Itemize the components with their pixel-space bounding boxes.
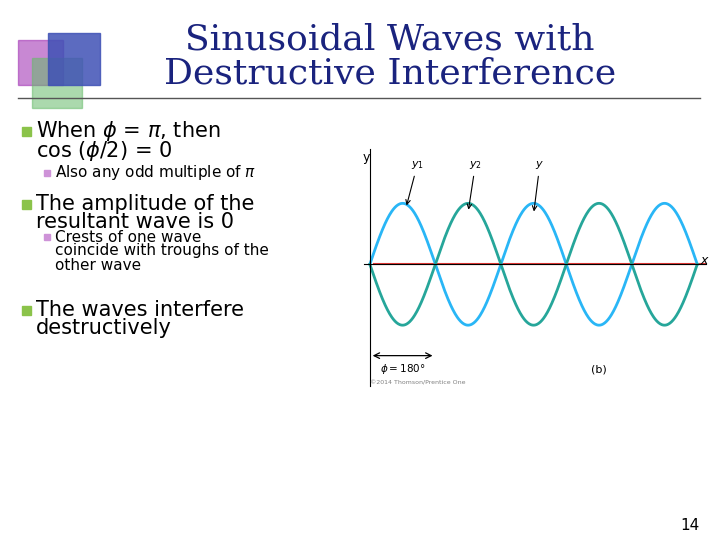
Text: (b): (b) — [591, 364, 607, 374]
Text: resultant wave is 0: resultant wave is 0 — [36, 212, 234, 232]
Text: cos ($\phi$/2) = 0: cos ($\phi$/2) = 0 — [36, 139, 172, 163]
Text: $y$: $y$ — [532, 159, 544, 210]
Text: The waves interfere: The waves interfere — [36, 300, 244, 320]
Bar — [44, 170, 50, 176]
Bar — [22, 306, 31, 314]
Text: $y_2$: $y_2$ — [467, 159, 482, 208]
Text: x: x — [700, 254, 707, 267]
Text: Destructive Interference: Destructive Interference — [164, 57, 616, 91]
Text: 14: 14 — [680, 518, 700, 534]
Text: Sinusoidal Waves with: Sinusoidal Waves with — [185, 23, 595, 57]
Text: When $\phi$ = $\pi$, then: When $\phi$ = $\pi$, then — [36, 119, 220, 143]
Text: $\phi = 180°$: $\phi = 180°$ — [379, 362, 426, 376]
Bar — [22, 126, 31, 136]
Bar — [22, 199, 31, 208]
Bar — [48, 33, 100, 85]
Text: coincide with troughs of the: coincide with troughs of the — [55, 244, 269, 259]
Text: other wave: other wave — [55, 258, 141, 273]
Text: destructively: destructively — [36, 318, 172, 338]
Bar — [18, 40, 63, 85]
Text: Also any odd multiple of $\pi$: Also any odd multiple of $\pi$ — [55, 164, 256, 183]
Bar — [32, 58, 82, 108]
Text: ©2014 Thomson/Prentice One: ©2014 Thomson/Prentice One — [370, 381, 465, 386]
Text: $y_1$: $y_1$ — [406, 159, 424, 204]
Text: Crests of one wave: Crests of one wave — [55, 230, 202, 245]
Text: The amplitude of the: The amplitude of the — [36, 194, 254, 214]
Bar — [44, 234, 50, 240]
Text: y: y — [363, 151, 370, 164]
